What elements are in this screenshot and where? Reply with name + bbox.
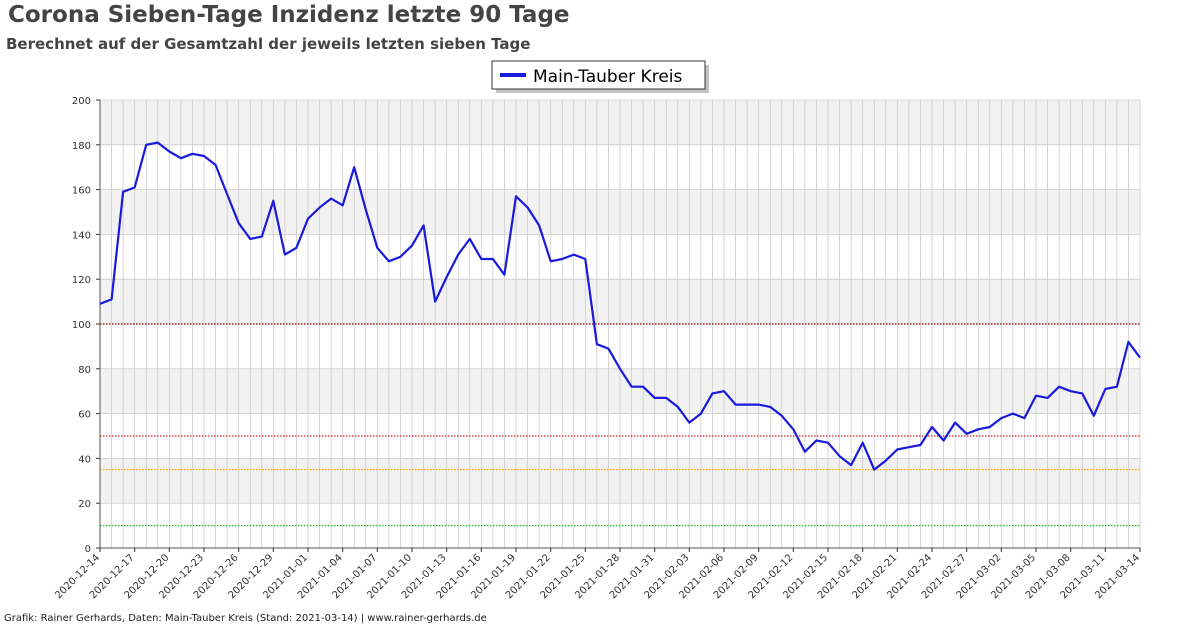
footer-credit: Grafik: Rainer Gerhards, Daten: Main-Tau… — [4, 613, 487, 624]
y-tick-label: 180 — [72, 141, 91, 152]
y-tick-label: 200 — [72, 96, 91, 107]
y-tick-label: 40 — [78, 454, 91, 465]
y-tick-label: 100 — [72, 320, 91, 331]
chart-subtitle: Berechnet auf der Gesamtzahl der jeweils… — [6, 35, 531, 53]
legend: Main-Tauber Kreis — [491, 60, 709, 93]
y-tick-label: 140 — [72, 230, 91, 241]
series-main-tauber-kreis — [99, 141, 1141, 471]
y-tick-labels: 0 20 40 60 80 100 120 140 160 180 200 — [72, 96, 91, 555]
y-tick-label: 160 — [72, 186, 91, 197]
legend-label: Main-Tauber Kreis — [533, 67, 683, 87]
reference-lines — [100, 323, 1140, 527]
series-line — [99, 141, 1141, 471]
y-tick-label: 0 — [85, 544, 91, 555]
y-tick-label: 120 — [72, 275, 91, 286]
chart-title: Corona Sieben-Tage Inzidenz letzte 90 Ta… — [8, 2, 570, 28]
y-tick-label: 20 — [78, 499, 91, 510]
x-tick-labels: 2020-12-142020-12-172020-12-202020-12-23… — [53, 548, 1142, 601]
y-tick-label: 60 — [78, 410, 91, 421]
legend-box — [491, 60, 706, 90]
y-tick-label: 80 — [78, 365, 91, 376]
